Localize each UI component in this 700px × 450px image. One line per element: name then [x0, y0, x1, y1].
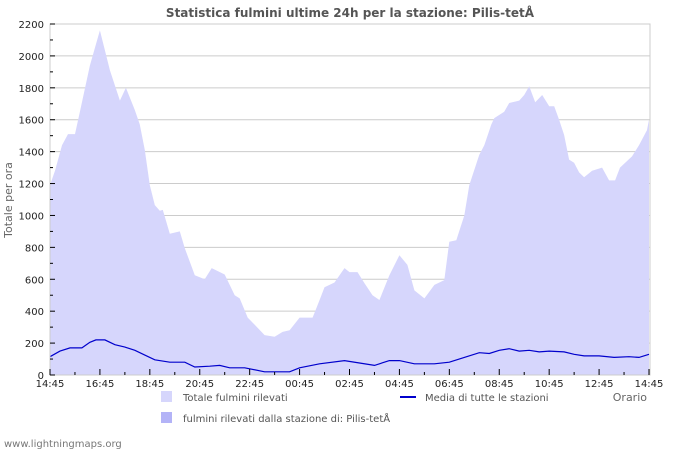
x-tick-label: 22:45: [235, 379, 264, 390]
x-tick-label: 18:45: [135, 379, 164, 390]
y-tick-label: 1600: [19, 116, 44, 127]
y-tick-label: 1000: [19, 211, 44, 222]
x-tick-label: 00:45: [285, 379, 314, 390]
x-tick-label: 14:45: [36, 379, 65, 390]
y-tick-label: 2000: [19, 52, 44, 63]
x-tick-label: 04:45: [385, 379, 414, 390]
y-tick-label: 1200: [19, 180, 44, 191]
legend-total-swatch: [161, 391, 172, 402]
y-tick-label: 1400: [19, 148, 44, 159]
y-tick-label: 600: [25, 275, 44, 286]
x-tick-label: 20:45: [185, 379, 214, 390]
credit-link[interactable]: www.lightningmaps.org: [4, 439, 122, 450]
chart-title: Statistica fulmini ultime 24h per la sta…: [166, 5, 535, 20]
legend-average-label: Media di tutte le stazioni: [425, 393, 549, 404]
y-tick-label: 200: [25, 339, 44, 350]
x-tick-label: 08:45: [485, 379, 514, 390]
legend: Totale fulmini rilevati fulmini rilevati…: [161, 391, 549, 425]
legend-station-swatch: [161, 412, 172, 423]
x-tick-label: 16:45: [86, 379, 115, 390]
y-tick-label: 1800: [19, 84, 44, 95]
y-tick-label: 2200: [19, 20, 44, 31]
y-axis: 0 200 400 600 800 1000 1200 1400 1600 1800 2000 220…: [19, 20, 55, 382]
y-axis-label: Totale per ora: [2, 162, 15, 239]
legend-total-label: Totale fulmini rilevati: [182, 393, 288, 404]
x-tick-label: 10:45: [535, 379, 564, 390]
y-tick-label: 800: [25, 243, 44, 254]
x-tick-label: 12:45: [585, 379, 614, 390]
average-stations-line: [49, 339, 650, 373]
x-tick-label: 14:45: [635, 379, 664, 390]
x-tick-label: 02:45: [335, 379, 364, 390]
legend-station-label: fulmini rilevati dalla stazione di: Pili…: [183, 412, 390, 425]
total-strikes-area: [50, 30, 649, 376]
x-tick-label: 06:45: [435, 379, 464, 390]
x-axis-label: Orario: [613, 391, 648, 404]
y-tick-label: 400: [25, 307, 44, 318]
y-tick-label: 0: [38, 371, 44, 382]
x-axis: 14:45 16:45 18:45 20:45 22:45 00:45 02:45 04:45…: [36, 369, 664, 390]
